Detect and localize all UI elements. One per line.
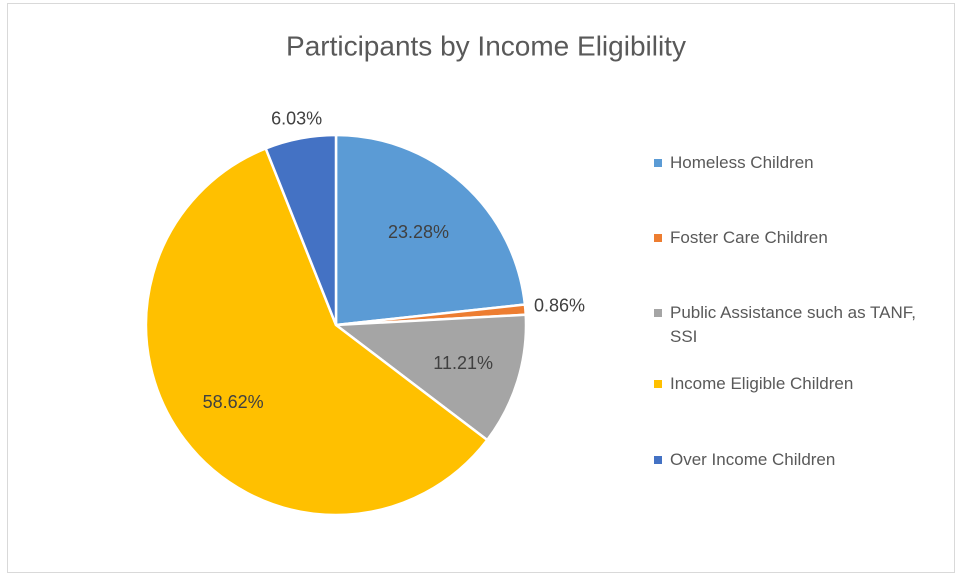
legend-swatch: [654, 309, 662, 317]
legend-item: Over Income Children: [654, 448, 944, 472]
legend-item: Foster Care Children: [654, 226, 944, 250]
pie-slice: [332, 313, 528, 442]
legend-label: Income Eligible Children: [670, 374, 854, 393]
data-label: 23.28%: [388, 222, 449, 242]
data-label: 58.62%: [203, 392, 264, 412]
chart-frame: [7, 3, 955, 573]
legend-swatch: [654, 234, 662, 242]
data-label: 11.21%: [433, 353, 493, 373]
legend-label: Public Assistance such as TANF, SSI: [670, 303, 916, 346]
pie-slice: [144, 146, 489, 517]
legend-swatch: [654, 380, 662, 388]
legend-label: Over Income Children: [670, 450, 836, 469]
data-label: 0.86%: [534, 296, 585, 316]
legend-swatch: [654, 159, 662, 167]
legend-swatch: [654, 456, 662, 464]
chart-title: Participants by Income Eligibility: [286, 30, 686, 61]
legend-item: Income Eligible Children: [654, 372, 944, 396]
legend-item: Homeless Children: [654, 151, 944, 175]
legend-item: Public Assistance such as TANF, SSI: [654, 301, 944, 349]
pie-slice: [264, 133, 338, 326]
data-label: 6.03%: [271, 108, 322, 128]
legend-label: Homeless Children: [670, 153, 814, 172]
legend-label: Foster Care Children: [670, 228, 828, 247]
pie-slice: [334, 133, 527, 327]
